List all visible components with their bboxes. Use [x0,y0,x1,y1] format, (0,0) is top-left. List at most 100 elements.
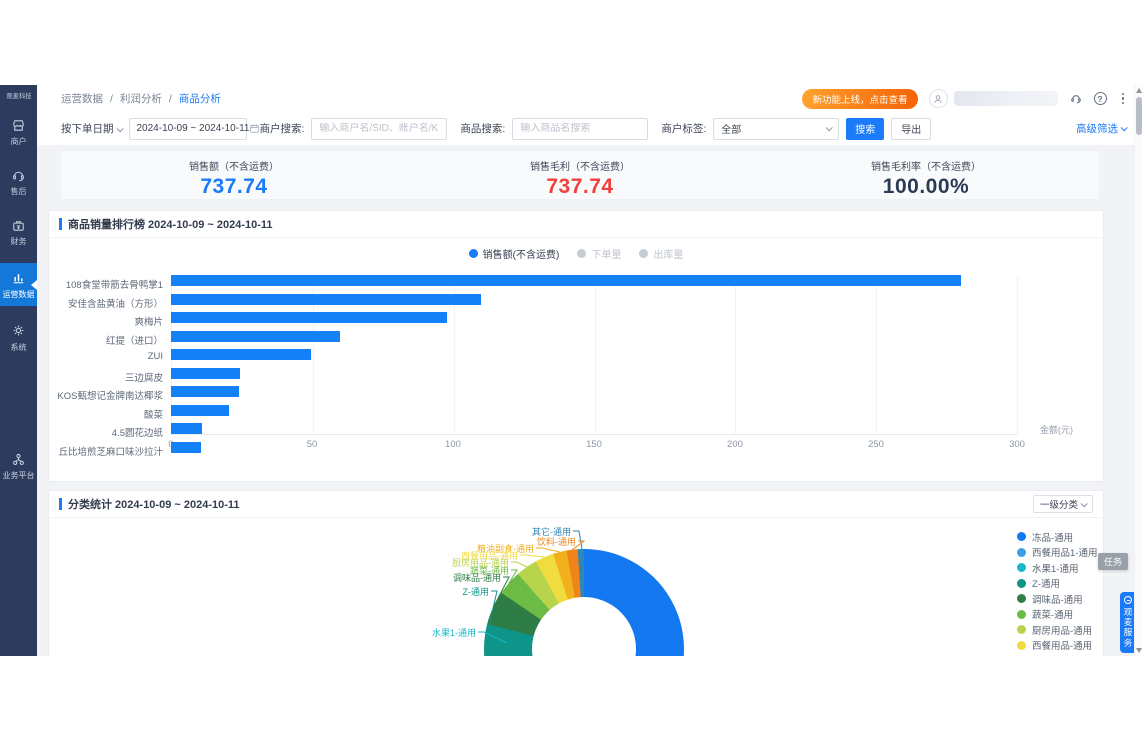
gridline [876,275,878,434]
x-axis-ticks: 050100150200250300 [168,435,1025,451]
card-title: 商品销量排行榜 2024-10-09 ~ 2024-10-11 [68,219,273,231]
content-area: 运营数据 / 利润分析 / 商品分析 新功能上线，点击查看 ? 按下单日期 2024… [37,85,1142,656]
sidebar-item-system[interactable]: 系统 [0,319,37,356]
username-redacted [953,91,1058,106]
scroll-thumb[interactable] [1136,97,1142,135]
scroll-down-arrow[interactable] [1136,648,1142,653]
pie-callout-label: 西餐用品-通用 [461,551,518,561]
bar [171,330,341,342]
pie-legend-item[interactable]: 蔬菜-通用 [1017,607,1097,623]
bar-row: 酸菜 [144,404,1017,421]
user-account[interactable] [928,89,1058,108]
product-search-input[interactable] [520,123,641,134]
kpi-value: 737.74 [546,175,614,198]
merchant-search-label: 商户搜索: [259,123,305,135]
briefcase-yuan-icon [11,218,26,235]
bar-row: 红提（进口） [106,330,1017,347]
bar [171,404,229,416]
sidebar-item-aftersales[interactable]: 售后 [0,164,37,201]
pie-legend-item[interactable]: 西餐用品-通用 [1017,638,1097,654]
breadcrumb-separator: / [110,92,113,105]
topbar-right: 新功能上线，点击查看 ? [802,88,1129,109]
pie-legend-item[interactable]: Z-通用 [1017,576,1097,592]
advanced-filter-toggle[interactable]: 高级筛选 [1076,121,1128,136]
sidebar-item-operations-data[interactable]: 运营数据 [0,263,37,307]
pie-legend-item[interactable]: 冻品-通用 [1017,529,1097,545]
pie-legend-item[interactable]: 水果1-通用 [1017,560,1097,576]
date-range-input[interactable]: 2024-10-09 ~ 2024-10-11 [128,117,260,140]
breadcrumb-profit-analysis[interactable]: 利润分析 [119,93,162,105]
legend-dot [1017,609,1026,619]
bar-category-label: ZUI [147,351,163,362]
bar-row: 108食堂带筋去骨鸭掌1 [66,275,1017,291]
breadcrumb-product-analysis[interactable]: 商品分析 [178,93,221,105]
main-scroll-area: 销售额（不含运费） 737.74 销售毛利（不含运费） 737.74 销售毛利率… [37,145,1142,656]
more-options-icon[interactable] [1118,92,1129,106]
x-tick-label: 50 [306,439,318,450]
scrollbar[interactable] [1134,85,1142,656]
breadcrumb-operations-data[interactable]: 运营数据 [61,93,103,105]
sidebar-item-merchant[interactable]: 商户 [0,114,37,151]
task-floating-tab[interactable]: 任务 [1097,553,1128,570]
x-tick-label: 250 [868,439,884,450]
headset-icon [11,168,26,185]
gridline [312,275,314,434]
pie-legend-item[interactable]: 粮油副食-通用 [1017,653,1097,656]
date-range-value: 2024-10-09 ~ 2024-10-11 [136,123,250,134]
sidebar-item-label: 财务 [10,236,27,246]
x-tick-label: 100 [445,439,461,450]
gridline [453,275,455,434]
bar-category-label: 酸菜 [143,409,163,421]
legend-dot [1017,594,1026,604]
sidebar-item-label: 售后 [10,187,27,197]
legend-item-sales[interactable]: 销售额(不含运费) [468,246,559,261]
legend-item-orders[interactable]: 下单量 [577,246,621,261]
bar [171,275,961,286]
bar-row: 爽梅片 [134,312,1017,328]
customer-service-icon[interactable] [1069,92,1083,106]
bar-category-label: KOS甄想记金牌南达椰浆 [57,391,163,402]
merchant-search-input[interactable] [319,123,440,134]
export-button[interactable]: 导出 [891,117,932,140]
merchant-tag-select[interactable]: 全部 [713,117,840,140]
kpi-label: 销售毛利（不含运费） [530,162,630,173]
bar-category-label: 三边腐皮 [124,372,163,384]
chevron-down-icon [825,124,834,132]
legend-dot [1017,578,1026,588]
calendar-icon [250,124,260,133]
pie-callout-label: 蔬菜-通用 [470,566,509,576]
help-icon[interactable]: ? [1093,92,1107,105]
pie-callout-label: 水果1-通用 [431,628,476,638]
filter-bar: 按下单日期 2024-10-09 ~ 2024-10-11 商户搜索: 商品搜索… [37,112,1142,145]
new-feature-badge[interactable]: 新功能上线，点击查看 [802,88,918,109]
bar [171,441,201,453]
bar [171,386,239,397]
title-accent [59,218,62,230]
date-type-select[interactable]: 按下单日期 [61,121,124,136]
gear-icon [11,323,26,340]
legend-dot [468,249,478,258]
sidebar-item-business-platform[interactable]: 业务平台 [0,448,37,485]
storefront-icon [11,118,26,135]
guanmai-service-tab[interactable]: 观麦服务 [1120,592,1136,653]
bar [171,312,448,323]
top-bar: 运营数据 / 利润分析 / 商品分析 新功能上线，点击查看 ? [37,85,1142,112]
scroll-up-arrow[interactable] [1136,88,1142,93]
card-header: 分类统计 2024-10-09 ~ 2024-10-11 一级分类 [49,491,1103,518]
pie-legend-item[interactable]: 调味品-通用 [1017,591,1097,607]
title-accent [59,498,62,510]
bar-row: 安佳含盐黄油（方形） [68,293,1017,310]
sidebar-item-label: 系统 [10,342,27,352]
category-level-select[interactable]: 一级分类 [1032,495,1093,513]
gridline [1017,275,1018,434]
pie-legend-item[interactable]: 西餐用品1-通用 [1017,545,1097,561]
bar [171,349,311,360]
legend-dot [1017,547,1026,557]
sidebar-item-finance[interactable]: 财务 [0,214,37,251]
pie-legend-item[interactable]: 厨房用品-通用 [1017,622,1097,638]
pie-callout-label: 饮料-通用 [537,537,576,547]
x-tick-label: 150 [586,439,602,450]
legend-item-outbound[interactable]: 出库量 [639,246,683,261]
search-button[interactable]: 搜索 [846,117,885,140]
sidebar: 观麦科技 商户 售后 财务 运营数据 系统 业务平台 [0,85,37,656]
